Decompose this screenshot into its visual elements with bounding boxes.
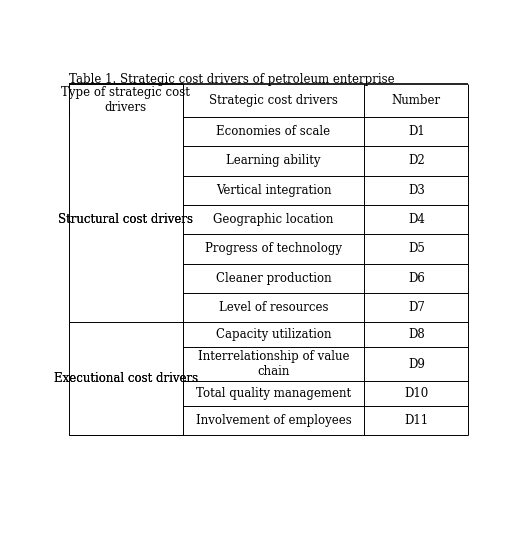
Text: Involvement of employees: Involvement of employees [195, 414, 352, 427]
Text: D2: D2 [408, 154, 425, 167]
Text: Structural cost drivers: Structural cost drivers [58, 213, 193, 226]
Text: D4: D4 [408, 213, 425, 226]
Text: Vertical integration: Vertical integration [216, 184, 331, 197]
Text: D3: D3 [408, 184, 425, 197]
Text: Economies of scale: Economies of scale [216, 125, 331, 138]
Text: D9: D9 [408, 357, 425, 371]
Text: D11: D11 [405, 414, 429, 427]
Text: Total quality management: Total quality management [196, 387, 351, 400]
Bar [69, 117, 183, 322]
Text: Level of resources: Level of resources [219, 301, 329, 314]
Text: Learning ability: Learning ability [226, 154, 321, 167]
Text: Geographic location: Geographic location [213, 213, 334, 226]
Text: D5: D5 [408, 243, 425, 255]
Text: Strategic cost drivers: Strategic cost drivers [209, 94, 338, 107]
Text: Type of strategic cost
drivers: Type of strategic cost drivers [61, 86, 190, 114]
Text: D8: D8 [408, 328, 425, 341]
Text: D7: D7 [408, 301, 425, 314]
Text: Structural cost drivers: Structural cost drivers [58, 213, 193, 226]
Text: Table 1. Strategic cost drivers of petroleum enterprise: Table 1. Strategic cost drivers of petro… [69, 74, 395, 87]
Text: Interrelationship of value
chain: Interrelationship of value chain [198, 350, 350, 378]
Text: Number: Number [392, 94, 441, 107]
Text: Progress of technology: Progress of technology [205, 243, 342, 255]
Text: Capacity utilization: Capacity utilization [216, 328, 331, 341]
Text: D6: D6 [408, 272, 425, 285]
Bar [69, 322, 183, 435]
Text: D10: D10 [405, 387, 429, 400]
Text: D1: D1 [408, 125, 425, 138]
Text: Executional cost drivers: Executional cost drivers [53, 372, 198, 385]
Text: Cleaner production: Cleaner production [216, 272, 331, 285]
Text: Executional cost drivers: Executional cost drivers [53, 372, 198, 385]
